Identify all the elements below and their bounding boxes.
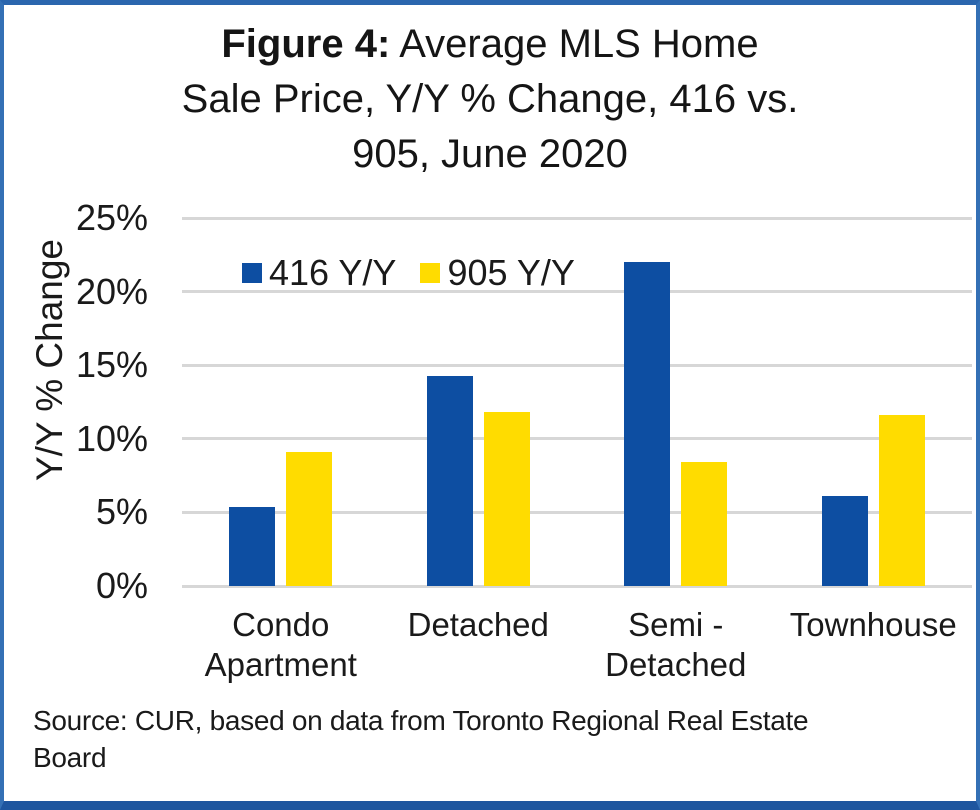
bar-905-y-y-detached [483, 412, 530, 586]
chart-title-line-2: Sale Price, Y/Y % Change, 416 vs. [181, 77, 799, 121]
legend-swatch-905-icon [420, 263, 441, 283]
y-tick-25: 25% [75, 197, 148, 238]
x-label-line: Detached [605, 646, 747, 683]
bar-416-y-y-semi-detached [624, 262, 671, 586]
x-label-line: Apartment [204, 646, 357, 683]
gridline-20 [182, 290, 972, 294]
chart-title-line-1: Figure 4: Average MLS Home [4, 17, 976, 72]
gridline-5 [182, 510, 972, 514]
legend-item-905: 905 Y/Y [420, 252, 575, 294]
bar-416-y-y-detached [426, 375, 473, 586]
gridline-10 [182, 437, 972, 441]
legend-item-416: 416 Y/Y [242, 252, 396, 294]
y-tick-15: 15% [75, 344, 148, 386]
chart-title-line-1-text: Average MLS Home [390, 22, 759, 66]
source-note-line-1: Source: CUR, based on data from Toronto … [33, 705, 809, 736]
bar-416-y-y-condo-apartment [229, 506, 276, 586]
source-note: Source: CUR, based on data from Toronto … [33, 702, 809, 776]
x-label-line: Detached [407, 606, 549, 643]
bar-416-y-y-townhouse [821, 496, 868, 586]
chart-title-line-3: 905, June 2020 [352, 132, 628, 176]
y-tick-5: 5% [95, 491, 148, 533]
bar-905-y-y-townhouse [878, 415, 925, 586]
y-tick-10: 10% [75, 417, 148, 459]
x-label-semi-detached: Semi - Detached [556, 605, 796, 685]
legend-label-905: 905 Y/Y [447, 252, 575, 293]
chart-title-figure-number: Figure 4: [221, 22, 391, 66]
gridline-25 [182, 216, 972, 220]
chart-title: Figure 4: Average MLS Home Sale Price, Y… [4, 17, 976, 182]
x-label-condo-apartment: Condo Apartment [161, 605, 401, 685]
x-label-line: Townhouse [789, 606, 957, 643]
x-label-line: Semi - [628, 606, 724, 643]
gridline-0 [182, 584, 972, 588]
bar-905-y-y-condo-apartment [286, 452, 333, 586]
legend-label-416: 416 Y/Y [269, 252, 397, 293]
x-label-line: Condo [232, 606, 330, 643]
legend-swatch-416-icon [242, 263, 262, 283]
source-note-line-2: Board [33, 742, 107, 773]
y-tick-0: 0% [95, 565, 148, 606]
gridline-15 [182, 363, 972, 367]
bar-905-y-y-semi-detached [681, 462, 728, 586]
chart-legend: 416 Y/Y 905 Y/Y [242, 252, 575, 294]
x-label-detached: Detached [358, 605, 598, 645]
y-tick-20: 20% [75, 270, 148, 312]
x-label-townhouse: Townhouse [753, 605, 976, 645]
